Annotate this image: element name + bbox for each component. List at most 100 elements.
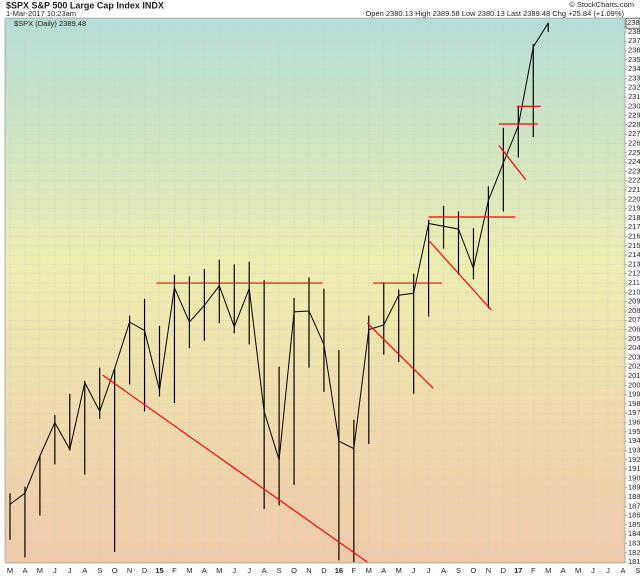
x-tick-label: J: [412, 566, 416, 575]
y-tick-label: 2010: [628, 371, 640, 380]
x-tick-label: J: [591, 566, 595, 575]
y-tick-label: 2340: [628, 64, 640, 73]
x-tick-label: M: [366, 566, 372, 575]
y-tick-label: 2350: [628, 55, 640, 64]
y-tick-label: 2300: [628, 101, 640, 110]
x-tick-label: 15: [155, 566, 163, 575]
y-tick-label: 2140: [628, 250, 640, 259]
y-tick-label: 1930: [628, 445, 640, 454]
x-tick-label: F: [531, 566, 536, 575]
y-tick-label: 2310: [628, 92, 640, 101]
y-tick-label: 2190: [628, 204, 640, 213]
x-tick-label: O: [291, 566, 297, 575]
x-tick-label: S: [97, 566, 102, 575]
x-tick-label: S: [277, 566, 282, 575]
y-tick-label: 2030: [628, 352, 640, 361]
y-tick-label: 2180: [628, 213, 640, 222]
x-tick-label: F: [172, 566, 177, 575]
y-tick-label: 1910: [628, 464, 640, 473]
x-tick-label: M: [7, 566, 13, 575]
x-tick-label: S: [456, 566, 461, 575]
x-tick-label: A: [22, 566, 27, 575]
x-tick-label: A: [441, 566, 446, 575]
trend-line: [498, 145, 527, 181]
y-tick-label: 2370: [628, 36, 640, 45]
y-tick-label: 2150: [628, 241, 640, 250]
trend-line: [366, 322, 434, 389]
x-tick-label: M: [545, 566, 551, 575]
x-tick-label: N: [486, 566, 491, 575]
y-tick-label: 2360: [628, 46, 640, 55]
credit: © StockCharts.com: [569, 0, 634, 9]
chart-subtitle: 1-Mar-2017 10:23am: [6, 9, 76, 18]
x-tick-label: O: [471, 566, 477, 575]
x-tick-label: A: [620, 566, 625, 575]
x-tick-label: A: [202, 566, 207, 575]
x-tick-label: A: [82, 566, 87, 575]
x-tick-label: J: [232, 566, 236, 575]
y-tick-label: 1940: [628, 436, 640, 445]
y-tick-label: 2260: [628, 139, 640, 148]
x-tick-label: J: [427, 566, 431, 575]
x-tick-label: J: [68, 566, 72, 575]
y-tick-label: 1900: [628, 473, 640, 482]
y-tick-label: 2130: [628, 259, 640, 268]
y-tick-label: 1950: [628, 427, 640, 436]
y-tick-label: 2280: [628, 120, 640, 129]
x-tick-label: J: [247, 566, 251, 575]
y-tick-label: 2070: [628, 315, 640, 324]
y-tick-label: 2110: [628, 278, 640, 287]
y-tick-label: 2100: [628, 287, 640, 296]
y-tick-label: 1990: [628, 390, 640, 399]
y-tick-label: 1920: [628, 455, 640, 464]
y-tick-label: 1810: [628, 557, 640, 566]
y-tick-label: 2330: [628, 73, 640, 82]
y-tick-label: 2060: [628, 325, 640, 334]
y-tick-label: 2240: [628, 157, 640, 166]
x-tick-label: J: [53, 566, 57, 575]
y-tick-label: 1860: [628, 511, 640, 520]
y-tick-label: 2250: [628, 148, 640, 157]
y-tick-label: 2090: [628, 297, 640, 306]
y-tick-label: 1830: [628, 538, 640, 547]
x-tick-label: 16: [335, 566, 343, 575]
y-tick-label: 2000: [628, 380, 640, 389]
x-tick-label: M: [396, 566, 402, 575]
quote: Open 2380.13 High 2389.58 Low 2380.13 La…: [365, 9, 624, 18]
y-tick-label: 1980: [628, 399, 640, 408]
y-tick-label: 2020: [628, 362, 640, 371]
y-tick-label: 2380: [628, 27, 640, 36]
x-tick-label: S: [635, 566, 640, 575]
y-tick-label: 2120: [628, 269, 640, 278]
y-tick-label: 1840: [628, 529, 640, 538]
price-line: [9, 22, 549, 505]
last-value-box: [625, 17, 640, 29]
y-tick-label: 1960: [628, 418, 640, 427]
x-tick-label: M: [186, 566, 192, 575]
x-tick-label: J: [606, 566, 610, 575]
y-tick-label: 1870: [628, 501, 640, 510]
y-tick-label: 2170: [628, 222, 640, 231]
x-tick-label: N: [306, 566, 311, 575]
x-tick-label: D: [501, 566, 507, 575]
legend-entry: $SPX (Daily) 2389.48: [14, 19, 86, 28]
x-tick-label: M: [37, 566, 43, 575]
x-tick-label: O: [112, 566, 118, 575]
y-tick-label: 2040: [628, 343, 640, 352]
x-tick-label: A: [262, 566, 267, 575]
y-tick-label: 2080: [628, 306, 640, 315]
y-tick-label: 2290: [628, 111, 640, 120]
x-tick-label: M: [575, 566, 581, 575]
x-tick-label: D: [321, 566, 327, 575]
trend-line: [428, 239, 492, 311]
y-tick-label: 2050: [628, 334, 640, 343]
y-tick-label: 1970: [628, 408, 640, 417]
x-tick-label: A: [381, 566, 386, 575]
x-tick-label: F: [352, 566, 357, 575]
y-tick-label: 2230: [628, 166, 640, 175]
y-tick-label: 2210: [628, 185, 640, 194]
x-tick-label: M: [216, 566, 222, 575]
chart-title: $SPX S&P 500 Large Cap Index INDX: [6, 0, 164, 10]
